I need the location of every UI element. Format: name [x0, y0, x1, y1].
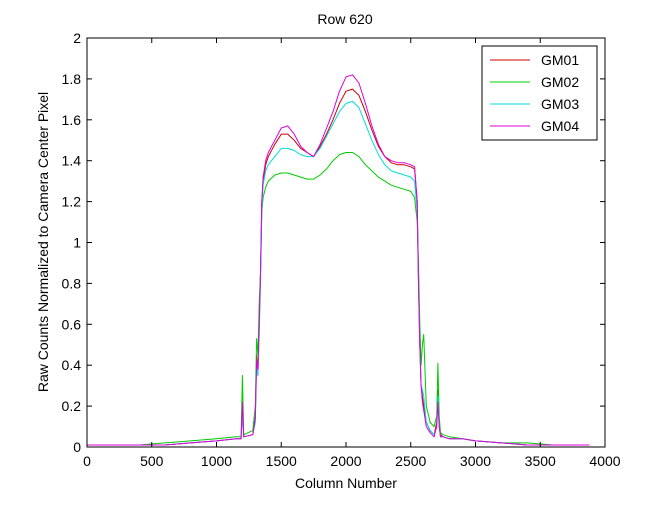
legend-label-gm02: GM02 — [541, 74, 579, 90]
series-layer — [87, 74, 590, 446]
y-tick-label: 0.8 — [62, 275, 82, 291]
x-tick-label: 1500 — [266, 453, 297, 469]
chart-title: Row 620 — [317, 11, 372, 27]
series-line-gm04 — [87, 74, 590, 446]
x-tick-label: 2000 — [330, 453, 361, 469]
y-tick-label: 2 — [73, 30, 81, 46]
legend-box — [481, 45, 598, 141]
x-tick-label: 3500 — [525, 453, 556, 469]
x-tick-label: 4000 — [589, 453, 620, 469]
series-line-gm02 — [87, 152, 590, 446]
legend-label-gm01: GM01 — [541, 52, 579, 68]
legend-label-gm03: GM03 — [541, 96, 579, 112]
y-tick-label: 1.2 — [62, 194, 82, 210]
tick-layer: 0 500 1000 1500 2000 2500 3000 3500 4000 0 0.2 0.4 0… — [62, 30, 621, 469]
y-tick-label: 1.4 — [62, 153, 82, 169]
legend-label-gm04: GM04 — [541, 118, 579, 134]
y-axis-label: Raw Counts Normalized to Camera Center P… — [35, 92, 51, 392]
y-tick-label: 1.6 — [62, 112, 82, 128]
y-tick-label: 1.8 — [62, 71, 82, 87]
legend-items: GM01 GM02 GM03 GM04 — [490, 52, 579, 134]
y-tick-label: 0.6 — [62, 316, 82, 332]
x-tick-label: 0 — [83, 453, 91, 469]
x-tick-label: 500 — [140, 453, 164, 469]
x-axis-label: Column Number — [295, 475, 397, 491]
y-tick-label: 1 — [73, 235, 81, 251]
y-tick-label: 0 — [73, 439, 81, 455]
x-tick-label: 3000 — [460, 453, 491, 469]
legend: GM01 GM02 GM03 GM04 — [481, 45, 598, 141]
x-tick-label: 1000 — [201, 453, 232, 469]
y-tick-label: 0.4 — [62, 357, 82, 373]
y-tick-label: 0.2 — [62, 398, 82, 414]
x-tick-label: 2500 — [395, 453, 426, 469]
